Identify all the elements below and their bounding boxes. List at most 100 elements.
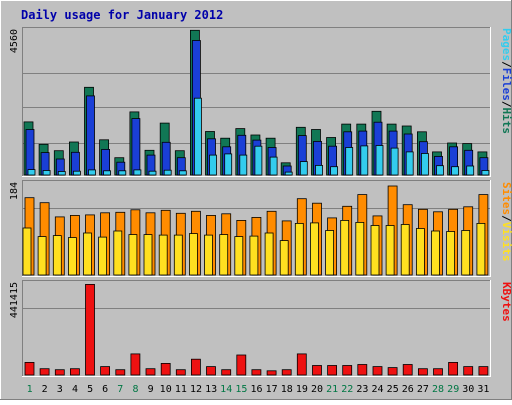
bar-pages-day-18 <box>284 171 293 176</box>
x-tick-label-day-20: 20 <box>311 384 323 395</box>
bar-pages-day-9 <box>148 170 157 176</box>
bar-pages-day-24 <box>375 145 384 176</box>
bar-visits-day-25 <box>385 225 395 276</box>
x-tick-label-day-9: 9 <box>148 384 154 395</box>
bar-pages-day-27 <box>420 153 429 176</box>
x-axis-labels: 1 2 3 4 5 6 7 8 9 10 11 12 13 14 15 16 17 18 19 20 21 22 23 24 2… <box>27 384 490 395</box>
series-kbytes <box>24 283 489 376</box>
bar-pages-day-1 <box>27 169 36 176</box>
bar-pages-day-28 <box>436 165 444 176</box>
bar-pages-day-17 <box>269 156 278 176</box>
legend-entry-hits: Hits <box>500 108 512 135</box>
bar-kbytes-day-5 <box>85 283 95 376</box>
bar-pages-day-5 <box>88 169 96 176</box>
bar-kbytes-day-30 <box>463 366 474 376</box>
legend-entry-files: Files <box>500 68 512 101</box>
bar-pages-day-13 <box>209 154 217 176</box>
bar-pages-day-12 <box>193 97 202 176</box>
bar-pages-day-11 <box>178 170 187 176</box>
bar-visits-day-7 <box>113 230 123 276</box>
x-tick-label-day-23: 23 <box>356 384 368 395</box>
bar-visits-day-24 <box>370 225 380 276</box>
bar-kbytes-day-20 <box>312 365 322 376</box>
bar-pages-day-29 <box>451 166 460 176</box>
x-tick-label-day-8: 8 <box>132 384 138 395</box>
bar-pages-day-31 <box>481 170 490 176</box>
x-tick-label-day-16: 16 <box>250 384 262 395</box>
series-pages <box>27 97 490 176</box>
x-tick-label-day-14: 14 <box>220 384 232 395</box>
bar-kbytes-day-15 <box>236 354 247 376</box>
bar-kbytes-day-10 <box>160 362 171 376</box>
bar-pages-day-4 <box>73 170 81 176</box>
bar-pages-day-3 <box>57 171 66 176</box>
bar-visits-day-23 <box>355 221 365 276</box>
x-tick-label-day-17: 17 <box>266 384 278 395</box>
legend-separator: / <box>500 215 512 222</box>
bar-kbytes-day-18 <box>281 369 292 376</box>
bar-kbytes-day-6 <box>100 366 110 376</box>
bar-kbytes-day-1 <box>24 361 35 376</box>
legend-entry-kbytes: KBytes <box>500 282 512 322</box>
bar-pages-day-30 <box>466 165 475 176</box>
bar-visits-day-9 <box>143 234 153 276</box>
bar-pages-day-26 <box>405 151 414 176</box>
legend-separator: / <box>500 101 512 108</box>
bar-kbytes-day-22 <box>342 365 353 376</box>
bar-kbytes-day-26 <box>402 364 413 376</box>
x-tick-label-day-1: 1 <box>27 384 33 395</box>
bar-kbytes-day-19 <box>296 353 307 376</box>
bar-visits-day-22 <box>340 219 350 276</box>
legend-kbytes: KBytes <box>500 282 512 322</box>
bar-visits-day-3 <box>52 235 62 276</box>
bar-visits-day-19 <box>294 222 304 276</box>
bar-kbytes-day-14 <box>221 369 232 376</box>
bar-visits-day-21 <box>325 230 335 276</box>
legend-entry-pages: Pages <box>500 28 512 61</box>
legend-separator: / <box>500 61 512 68</box>
bar-files-day-5 <box>86 95 95 176</box>
bar-visits-day-31 <box>476 222 486 276</box>
x-tick-label-day-27: 27 <box>417 384 429 395</box>
bar-visits-day-10 <box>158 234 168 276</box>
x-tick-label-day-18: 18 <box>281 384 293 395</box>
x-tick-label-day-28: 28 <box>432 384 444 395</box>
x-tick-label-day-24: 24 <box>371 384 383 395</box>
bar-pages-day-8 <box>133 169 142 176</box>
bar-pages-day-16 <box>254 145 263 176</box>
x-tick-label-day-7: 7 <box>117 384 123 395</box>
bar-visits-day-15 <box>234 236 244 276</box>
bar-pages-day-14 <box>224 153 233 176</box>
x-tick-label-day-22: 22 <box>341 384 353 395</box>
bar-kbytes-day-25 <box>387 367 398 376</box>
bar-files-day-1 <box>25 129 35 176</box>
bar-visits-day-14 <box>219 234 229 276</box>
bar-kbytes-day-23 <box>357 364 368 376</box>
x-tick-label-day-30: 30 <box>462 384 474 395</box>
panel-hits: 4560 Pages/Files/Hits <box>9 27 512 177</box>
bar-kbytes-day-28 <box>433 368 443 376</box>
x-tick-label-day-25: 25 <box>387 384 399 395</box>
bar-kbytes-day-16 <box>251 369 262 376</box>
bar-kbytes-day-9 <box>145 368 156 376</box>
bar-kbytes-day-12 <box>190 358 201 376</box>
bar-visits-day-8 <box>128 234 138 276</box>
bar-visits-day-26 <box>400 224 410 276</box>
bar-kbytes-day-24 <box>372 366 383 376</box>
x-tick-label-day-3: 3 <box>57 384 63 395</box>
x-tick-label-day-11: 11 <box>175 384 187 395</box>
bar-pages-day-2 <box>42 170 51 176</box>
bar-visits-day-11 <box>173 234 183 276</box>
bar-pages-day-22 <box>345 147 354 176</box>
panel-kbytes-background <box>22 280 491 377</box>
y-tick-label-visits: 184 <box>9 182 20 200</box>
panel-kbytes: 441415 KBytes <box>9 280 512 377</box>
bar-kbytes-day-27 <box>417 368 428 376</box>
bar-visits-day-30 <box>461 230 471 276</box>
legend-visits: Sites/Visits <box>500 182 512 262</box>
bar-kbytes-day-4 <box>70 368 80 376</box>
x-tick-label-day-6: 6 <box>102 384 108 395</box>
bar-visits-day-12 <box>188 233 198 276</box>
bar-pages-day-20 <box>315 164 323 176</box>
